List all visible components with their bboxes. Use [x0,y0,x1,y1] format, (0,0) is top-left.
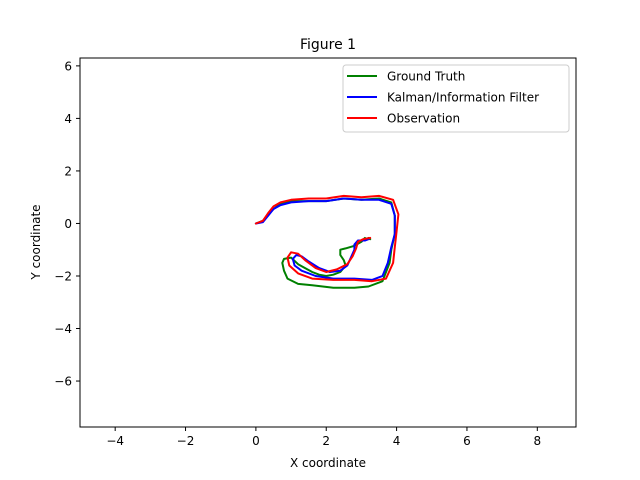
plot-area-frame [79,57,577,428]
x-tick-label: −2 [177,434,195,448]
y-tick-label: −2 [54,269,72,283]
x-tick-label: 6 [463,434,471,448]
series-line-observation [254,194,400,283]
y-axis-label: Y coordinate [29,204,43,280]
x-tick-label: 2 [322,434,330,448]
legend-label: Ground Truth [387,70,465,84]
y-tick-label: 0 [64,217,72,231]
x-axis-label: X coordinate [290,456,366,470]
y-tick-label: 2 [64,164,72,178]
x-tick-label: 8 [533,434,541,448]
x-tick-label: 0 [252,434,260,448]
legend-label: Kalman/Information Filter [387,91,539,105]
y-tick-label: −6 [54,375,72,389]
y-tick-label: 6 [64,59,72,73]
x-tick-label: 4 [393,434,401,448]
series-line-kalman-information-filter [254,197,396,281]
series-layer [254,194,400,289]
legend: Ground Truth Kalman/Information Filter Obs… [342,64,570,133]
x-axis: −4 −2 0 2 4 6 8 [106,427,541,448]
y-tick-label: 4 [64,112,72,126]
x-tick-label: −4 [106,434,124,448]
legend-label: Observation [387,112,460,126]
y-axis: −6 −4 −2 0 2 4 6 [54,59,80,389]
legend-frame [342,64,570,133]
chart-title: Figure 1 [300,37,356,53]
y-tick-label: −4 [54,322,72,336]
